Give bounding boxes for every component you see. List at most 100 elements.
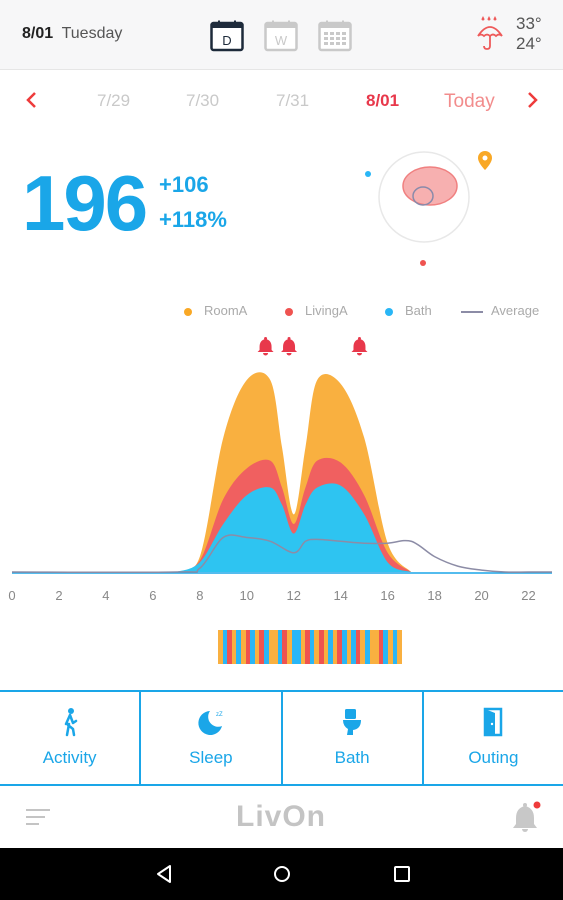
activity-timeline-strip[interactable] (218, 630, 402, 664)
alert-bell-icon[interactable] (257, 337, 274, 356)
today-button[interactable]: Today (444, 91, 495, 112)
activity-segment (263, 630, 269, 664)
date-item[interactable]: 7/31 (276, 91, 310, 110)
legend-label: Average (491, 303, 540, 318)
activity-segment (245, 630, 251, 664)
walking-person-icon (64, 708, 77, 737)
tab-outing[interactable]: Outing (424, 692, 563, 784)
activity-area-chart[interactable]: 0 2 4 6 8 10 12 14 16 18 20 22 (0, 330, 563, 610)
activity-segment (374, 630, 379, 664)
day-view-label: D (222, 33, 231, 48)
tab-label: Bath (334, 748, 370, 767)
calendar-month-icon (318, 20, 352, 52)
x-tick-label: 20 (474, 588, 488, 603)
activity-segment (342, 630, 347, 664)
month-view-button[interactable] (318, 20, 352, 52)
legend-label: Bath (405, 303, 432, 318)
legend-item-rooma[interactable]: RoomA (184, 303, 247, 318)
activity-segment (231, 630, 237, 664)
chevron-right-icon (528, 92, 538, 108)
alert-bell-icon[interactable] (281, 337, 298, 356)
date-item-current[interactable]: 8/01 (366, 91, 400, 110)
legend-item-average[interactable]: Average (461, 303, 539, 318)
tab-sleep[interactable]: zZ Sleep (141, 692, 283, 784)
activity-segment (365, 630, 370, 664)
activity-segment (387, 630, 393, 664)
legend-item-bath[interactable]: Bath (385, 303, 432, 318)
temperature-readout: 33° 24° (516, 14, 542, 54)
activity-segment (360, 630, 365, 664)
activity-segment (291, 630, 297, 664)
svg-text:zZ: zZ (216, 712, 223, 718)
day-view-button[interactable]: D (210, 20, 244, 52)
activity-segment (369, 630, 375, 664)
tab-label: Outing (468, 748, 519, 767)
alert-bell-icon[interactable] (351, 337, 368, 356)
legend-item-livinga[interactable]: LivingA (285, 303, 348, 318)
legend-dot (184, 307, 192, 316)
activity-segment (346, 630, 352, 664)
chart-legend: RoomA LivingA Bath Average (180, 303, 550, 323)
activity-segment (259, 630, 264, 664)
system-navigation-bar (0, 848, 563, 900)
next-date-button[interactable] (522, 89, 542, 111)
total-count: 196 (22, 159, 148, 247)
date-item[interactable]: 7/29 (97, 91, 131, 110)
menu-icon[interactable] (25, 806, 51, 828)
x-tick-label: 14 (333, 588, 347, 603)
date-navigator: 7/29 7/30 7/31 8/01 Today (0, 85, 563, 117)
current-date: 8/01 Tuesday (22, 25, 122, 43)
legend-label: RoomA (204, 303, 248, 318)
door-icon (484, 707, 503, 737)
room-location-map[interactable] (360, 142, 510, 272)
bottom-app-bar (0, 786, 563, 848)
activity-segment (305, 630, 310, 664)
activity-segment (250, 630, 255, 664)
week-view-button[interactable]: W (264, 20, 298, 52)
legend-dot (285, 307, 293, 316)
back-icon[interactable] (152, 862, 176, 886)
legend-line (461, 310, 483, 313)
x-tick-label: 6 (149, 588, 156, 603)
header-bar: 8/01 Tuesday D W (0, 0, 563, 70)
activity-segment (236, 630, 241, 664)
activity-segment (218, 630, 223, 664)
activity-segment (392, 630, 398, 664)
legend-label: LivingA (305, 303, 348, 318)
location-pin-icon (478, 151, 492, 170)
activity-segment (332, 630, 338, 664)
x-tick-label: 22 (521, 588, 535, 603)
x-tick-label: 4 (102, 588, 109, 603)
tab-activity[interactable]: Activity (0, 692, 142, 784)
delta-percent: +118% (159, 207, 227, 232)
activity-segment (254, 630, 260, 664)
prev-date-button[interactable] (22, 89, 42, 111)
tab-bath[interactable]: Bath (283, 692, 424, 784)
recents-icon[interactable] (390, 862, 414, 886)
x-tick-label: 10 (240, 588, 254, 603)
x-tick-label: 12 (287, 588, 301, 603)
rain-umbrella-icon (476, 14, 516, 54)
activity-segment (337, 630, 343, 664)
living-zone-blob (402, 166, 458, 206)
bell-icon[interactable] (512, 800, 542, 834)
date-item[interactable]: 7/30 (186, 91, 220, 110)
weekday-label: Tuesday (61, 25, 123, 42)
activity-segment (227, 630, 232, 664)
home-icon[interactable] (270, 862, 294, 886)
activity-segment (351, 630, 356, 664)
toilet-icon (343, 709, 362, 735)
x-tick-label: 16 (380, 588, 394, 603)
activity-segment (355, 630, 361, 664)
legend-dot (385, 307, 393, 316)
activity-segment (273, 630, 278, 664)
activity-segment (286, 630, 292, 664)
calendar-day-icon: D (210, 20, 244, 52)
calendar-week-icon: W (264, 20, 298, 52)
x-tick-label: 8 (196, 588, 203, 603)
date-value: 8/01 (22, 25, 54, 42)
activity-segment (240, 630, 246, 664)
activity-segment (378, 630, 384, 664)
activity-segment (268, 630, 274, 664)
average-zone-ring (412, 186, 434, 206)
